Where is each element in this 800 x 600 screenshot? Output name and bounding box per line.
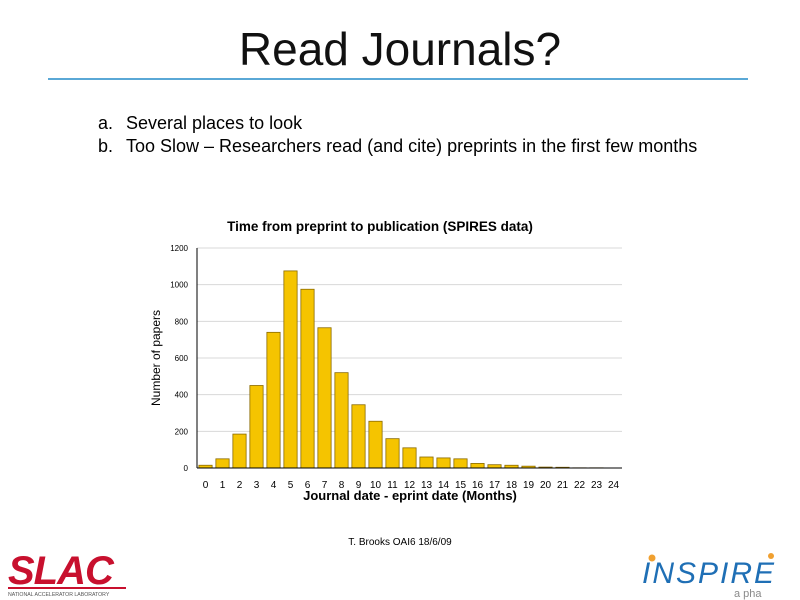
bar-month-12 bbox=[402, 447, 417, 469]
x-tick-label: 20 bbox=[540, 480, 552, 491]
slac-logo-text: SLAC bbox=[8, 550, 115, 593]
x-tick-label: 19 bbox=[523, 480, 535, 491]
slide-title: Read Journals? bbox=[238, 23, 562, 75]
bar-month-9 bbox=[351, 404, 366, 469]
bullet-text: Several places to look bbox=[126, 113, 303, 133]
bullet-item-a: a. Several places to look bbox=[98, 112, 698, 135]
y-axis-label: Number of papers bbox=[149, 310, 163, 406]
x-tick-label: 14 bbox=[438, 480, 450, 491]
bar-month-13 bbox=[419, 456, 434, 469]
chart-title: Time from preprint to publication (SPIRE… bbox=[227, 219, 533, 234]
y-tick-label: 800 bbox=[175, 317, 189, 326]
slac-logo: SLAC NATIONAL ACCELERATOR LABORATORY bbox=[8, 550, 126, 598]
bar-month-4 bbox=[266, 331, 281, 469]
inspire-logo-subtext: a pha bbox=[734, 588, 762, 600]
x-tick-label: 23 bbox=[591, 480, 603, 491]
bar-month-1 bbox=[215, 458, 230, 469]
x-tick-label: 10 bbox=[370, 480, 382, 491]
footer-citation: T. Brooks OAI6 18/6/09 bbox=[348, 537, 452, 548]
x-tick-label: 6 bbox=[305, 480, 311, 491]
y-tick-label: 1000 bbox=[170, 281, 188, 290]
inspire-logo: INSPIRE a pha bbox=[642, 553, 776, 600]
bullet-marker: b. bbox=[98, 136, 114, 156]
bar-month-8 bbox=[334, 372, 349, 469]
title-divider bbox=[48, 78, 748, 80]
x-tick-label: 4 bbox=[271, 480, 277, 491]
bar-month-6 bbox=[300, 288, 315, 469]
bar-month-7 bbox=[317, 327, 332, 469]
bar-month-2 bbox=[232, 433, 247, 469]
x-tick-label: 16 bbox=[472, 480, 484, 491]
x-tick-label: 18 bbox=[506, 480, 518, 491]
x-tick-label: 9 bbox=[356, 480, 362, 491]
x-tick-label: 3 bbox=[254, 480, 260, 491]
y-tick-label: 200 bbox=[175, 427, 189, 436]
x-tick-label: 0 bbox=[203, 480, 209, 491]
x-tick-label: 2 bbox=[237, 480, 243, 491]
bullet-list: a. Several places to look b. Too Slow – … bbox=[98, 112, 698, 158]
x-tick-label: 7 bbox=[322, 480, 328, 491]
bar-month-14 bbox=[436, 457, 451, 469]
bar-month-10 bbox=[368, 420, 383, 469]
x-tick-label: 11 bbox=[387, 480, 398, 491]
y-tick-label: 400 bbox=[175, 391, 189, 400]
inspire-logo-text: INSPIRE bbox=[642, 557, 776, 590]
y-tick-label: 0 bbox=[184, 464, 189, 473]
x-tick-label: 1 bbox=[220, 480, 226, 491]
bar-month-15 bbox=[453, 458, 468, 469]
x-tick-label: 12 bbox=[404, 480, 416, 491]
bullet-item-b: b. Too Slow – Researchers read (and cite… bbox=[98, 135, 698, 158]
bar-month-16 bbox=[470, 463, 485, 469]
y-tick-label: 1200 bbox=[170, 244, 188, 253]
x-tick-label: 13 bbox=[421, 480, 433, 491]
x-tick-label: 15 bbox=[455, 480, 467, 491]
bar-month-11 bbox=[385, 438, 400, 469]
bullet-marker: a. bbox=[98, 113, 114, 133]
x-axis-label: Journal date - eprint date (Months) bbox=[303, 488, 517, 503]
x-tick-label: 21 bbox=[557, 480, 569, 491]
bar-month-5 bbox=[283, 270, 298, 469]
x-tick-label: 22 bbox=[574, 480, 586, 491]
y-tick-label: 600 bbox=[175, 354, 189, 363]
x-tick-label: 8 bbox=[339, 480, 345, 491]
x-tick-label: 24 bbox=[608, 480, 620, 491]
bullet-text: Too Slow – Researchers read (and cite) p… bbox=[126, 136, 698, 156]
bar-month-3 bbox=[249, 385, 264, 469]
x-tick-label: 17 bbox=[489, 480, 501, 491]
x-tick-label: 5 bbox=[288, 480, 294, 491]
slac-logo-subtext: NATIONAL ACCELERATOR LABORATORY bbox=[8, 592, 110, 598]
